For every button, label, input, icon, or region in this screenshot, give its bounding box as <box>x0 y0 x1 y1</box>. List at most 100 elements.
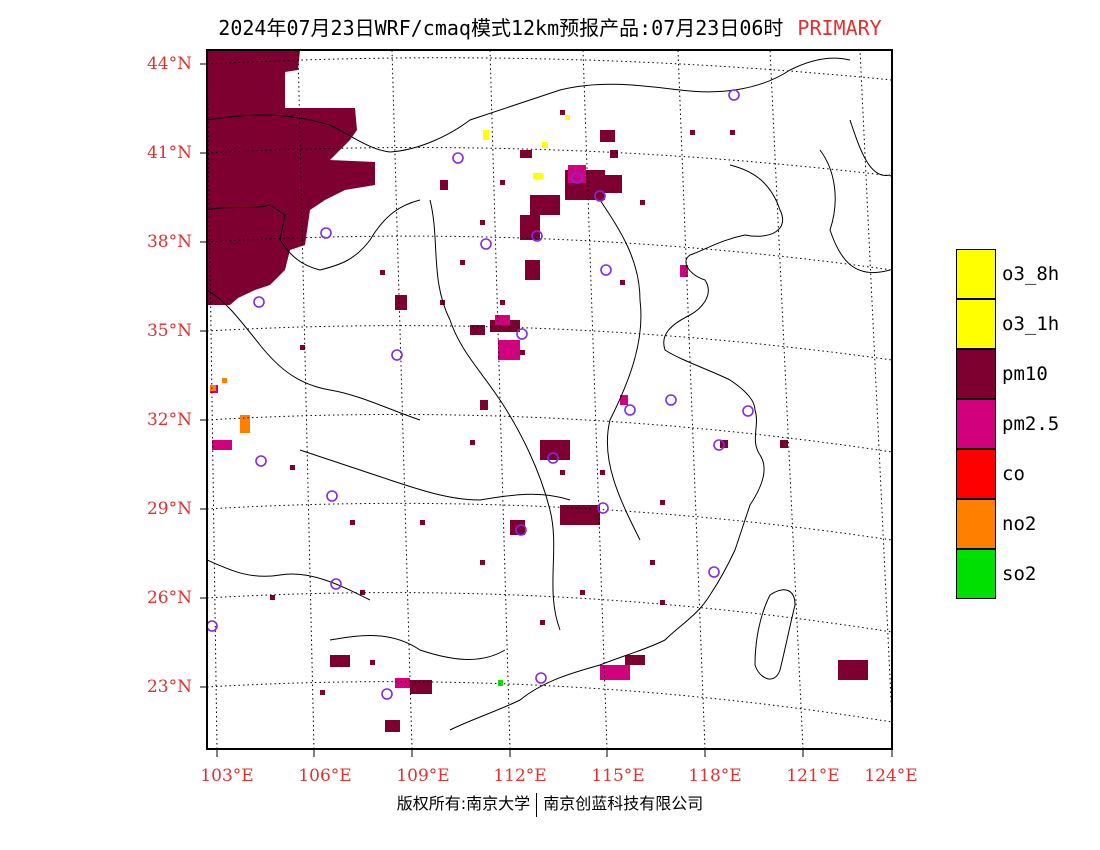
lat-label: 44°N <box>146 54 192 74</box>
legend-swatch <box>956 299 996 349</box>
station-marker <box>571 172 583 184</box>
station-marker <box>391 349 403 361</box>
station-marker <box>207 620 218 632</box>
pollution-cell <box>560 110 565 115</box>
pollution-cell <box>568 165 586 183</box>
pollution-cell <box>560 470 565 475</box>
graticule <box>207 50 892 749</box>
station-marker <box>531 230 543 242</box>
pollution-cell <box>580 590 585 595</box>
pollution-cell <box>525 260 540 280</box>
pollution-cell <box>290 465 295 470</box>
legend-label: o3_1h <box>1002 313 1060 335</box>
pollution-cell <box>530 195 560 215</box>
pollution-cell <box>500 180 505 185</box>
pollution-cell <box>420 520 425 525</box>
pollution-cell <box>625 655 645 665</box>
pollution-cell <box>270 595 275 600</box>
station-marker <box>516 328 528 340</box>
lat-label: 29°N <box>146 499 192 519</box>
map-frame <box>206 49 893 750</box>
pollution-cell <box>470 440 475 445</box>
pollution-cell <box>440 180 448 190</box>
lat-label: 41°N <box>146 143 192 163</box>
station-marker <box>594 190 606 202</box>
station-marker <box>708 566 720 578</box>
pollution-cell <box>495 315 510 325</box>
lat-label: 32°N <box>146 410 192 430</box>
pollution-cell <box>330 655 350 667</box>
station-marker <box>728 89 740 101</box>
station-marker <box>547 452 559 464</box>
station-marker <box>452 152 464 164</box>
lon-label: 121°E <box>786 766 840 786</box>
station-marker <box>381 688 393 700</box>
map-title: 2024年07月23日WRF/cmaq模式12km预报产品:07月23日06时 P… <box>0 12 1100 41</box>
pollution-cell <box>600 665 630 680</box>
station-marker <box>665 394 677 406</box>
pm10-region-northwest <box>207 50 375 305</box>
lon-label: 118°E <box>688 766 742 786</box>
pollution-cell <box>540 620 545 625</box>
lon-label: 106°E <box>298 766 352 786</box>
pollution-cell <box>500 300 505 305</box>
pollution-cell <box>483 130 489 140</box>
pollution-cell <box>395 295 407 310</box>
pollution-cell <box>600 470 605 475</box>
station-marker <box>535 672 547 684</box>
lon-label: 115°E <box>591 766 645 786</box>
pollution-cell <box>565 115 570 120</box>
pollution-cell <box>440 300 445 305</box>
station-marker <box>624 404 636 416</box>
legend-label: pm2.5 <box>1002 413 1060 435</box>
lat-label: 26°N <box>146 588 192 608</box>
pollution-cell <box>480 560 485 565</box>
legend-label: no2 <box>1002 513 1037 535</box>
pollution-cell <box>480 400 488 410</box>
axis-ticks <box>200 63 893 757</box>
station-marker <box>713 439 725 451</box>
station-marker <box>597 502 609 514</box>
pollution-cell <box>480 220 485 225</box>
legend-label: o3_8h <box>1002 263 1060 285</box>
legend-label: pm10 <box>1002 363 1048 385</box>
lat-label: 35°N <box>146 321 192 341</box>
pollution-cell <box>610 150 618 158</box>
pollution-cell <box>410 680 432 694</box>
station-markers <box>207 89 754 700</box>
copyright-company: 南京创蓝科技有限公司 <box>543 794 704 813</box>
station-marker <box>326 490 338 502</box>
legend-swatch <box>956 249 996 299</box>
pollution-cell <box>542 142 548 148</box>
pollution-cell <box>210 385 216 391</box>
pollution-cell <box>320 690 325 695</box>
pollution-cell <box>240 415 250 433</box>
pollution-cell <box>560 505 600 525</box>
pollution-cell <box>360 590 365 595</box>
pollution-cell <box>395 678 410 688</box>
pollution-cell <box>640 200 645 205</box>
copyright-divider <box>536 792 538 817</box>
pollution-cell <box>533 173 543 179</box>
pollution-cell <box>660 500 665 505</box>
lon-label: 124°E <box>864 766 918 786</box>
legend-label: co <box>1002 463 1025 485</box>
legend-swatch <box>956 549 996 599</box>
legend-swatch <box>956 399 996 449</box>
pollution-cell <box>680 265 688 277</box>
pollution-cells <box>210 110 868 732</box>
station-marker <box>742 405 754 417</box>
pollution-cell <box>370 660 375 665</box>
pollution-cell <box>600 175 622 193</box>
station-marker <box>253 296 265 308</box>
legend-swatch <box>956 499 996 549</box>
pollution-cell <box>212 440 232 450</box>
lon-label: 112°E <box>493 766 547 786</box>
lat-label: 38°N <box>146 232 192 252</box>
pollution-cell <box>470 325 485 335</box>
pollution-cell <box>498 680 503 686</box>
pollution-cell <box>300 345 305 350</box>
station-marker <box>255 455 267 467</box>
pollution-cell <box>520 350 525 355</box>
